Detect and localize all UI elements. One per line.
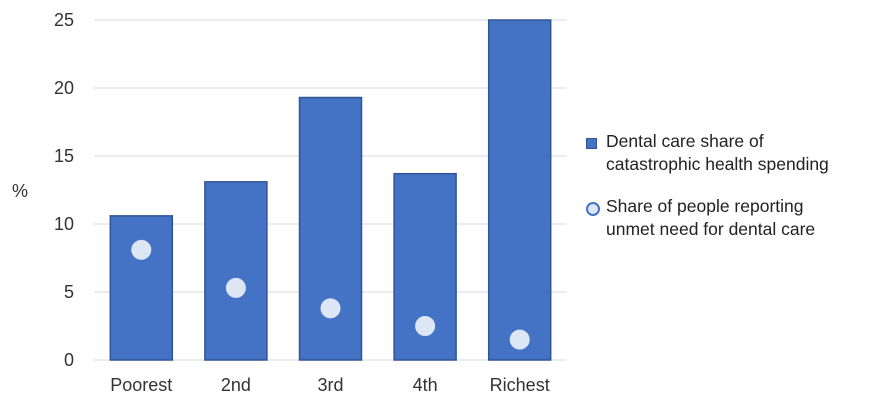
bar xyxy=(109,215,174,361)
y-axis-label: % xyxy=(12,181,28,201)
y-tick-label: 20 xyxy=(54,78,74,98)
y-axis-tick-labels: 0 5 10 15 20 25 xyxy=(54,10,74,370)
legend-marker-label-line2: unmet need for dental care xyxy=(606,219,816,239)
y-tick-label: 25 xyxy=(54,10,74,30)
marker-point xyxy=(223,275,248,300)
legend-item-bars: Dental care share of catastrophic health… xyxy=(586,130,829,176)
x-axis-tick-labels: Poorest 2nd 3rd 4th Richest xyxy=(110,375,549,395)
marker-point xyxy=(413,314,438,338)
x-tick-label: 3rd xyxy=(317,375,343,395)
marker-point xyxy=(318,296,343,321)
marker-point xyxy=(129,237,154,262)
bar xyxy=(298,96,363,361)
legend-bar-swatch xyxy=(586,138,597,149)
y-tick-label: 10 xyxy=(54,214,74,234)
legend: Dental care share of catastrophic health… xyxy=(586,130,829,241)
bar xyxy=(204,181,268,361)
marker-series xyxy=(129,237,532,352)
legend-bar-label-line1: Dental care share of xyxy=(606,131,764,151)
legend-item-markers: Share of people reporting unmet need for… xyxy=(586,195,829,241)
legend-marker-swatch xyxy=(586,202,600,216)
y-tick-label: 5 xyxy=(64,282,74,302)
legend-marker-label-line1: Share of people reporting xyxy=(606,196,804,216)
x-tick-label: Richest xyxy=(490,375,550,395)
y-tick-label: 0 xyxy=(64,350,74,370)
marker-point xyxy=(507,327,532,352)
legend-bar-label-line2: catastrophic health spending xyxy=(606,154,829,174)
x-tick-label: 2nd xyxy=(221,375,251,395)
y-tick-label: 15 xyxy=(54,146,74,166)
x-tick-label: Poorest xyxy=(110,375,172,395)
x-tick-label: 4th xyxy=(413,375,438,395)
bar xyxy=(487,19,552,361)
